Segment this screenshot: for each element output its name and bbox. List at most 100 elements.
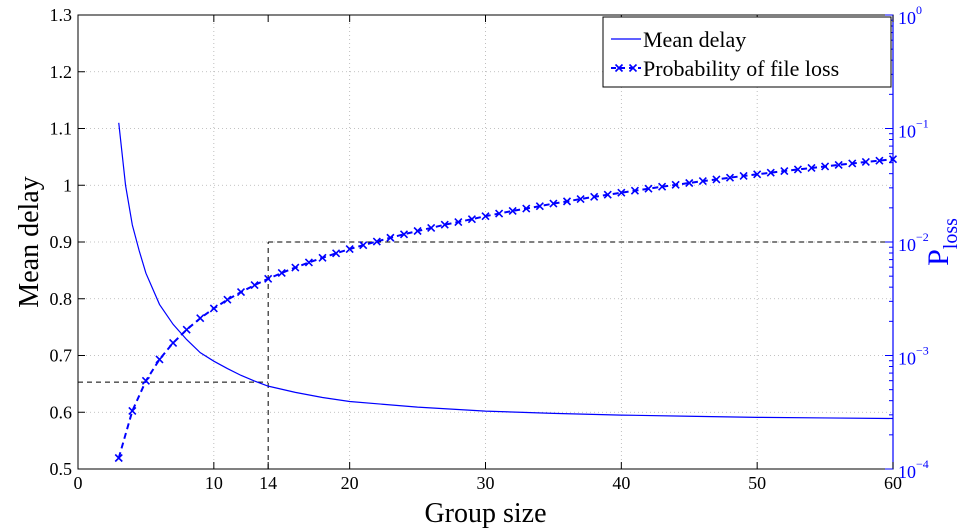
y-right-tick-base: 10	[898, 8, 916, 28]
file-loss-marker	[386, 233, 395, 242]
y-right-tick-label: 10−4	[898, 457, 929, 482]
file-loss-marker	[277, 268, 286, 277]
file-loss-marker	[834, 160, 843, 169]
y-axis-label-right: Ploss	[922, 218, 962, 266]
y-right-tick-exponent: −2	[916, 230, 929, 244]
y-right-tick-base: 10	[898, 235, 916, 255]
y-left-tick-label: 0.6	[50, 402, 73, 422]
file-loss-marker	[671, 180, 680, 189]
file-loss-marker	[793, 165, 802, 174]
file-loss-marker	[318, 253, 327, 262]
y-right-tick-exponent: −4	[916, 457, 929, 471]
file-loss-marker	[725, 173, 735, 182]
file-loss-marker	[440, 220, 449, 229]
y-right-tick-label: 100	[898, 3, 922, 28]
file-loss-marker	[345, 245, 354, 254]
legend-box	[602, 16, 892, 88]
y-right-tick-base: 10	[898, 462, 916, 482]
y-axis-label-right-base: P	[922, 249, 955, 266]
y-right-tick-label: 10−3	[898, 344, 929, 369]
y-left-tick-label: 1.1	[50, 119, 73, 139]
y-axis-label-right-sub: loss	[940, 218, 962, 249]
file-loss-marker	[766, 168, 775, 177]
file-loss-marker	[182, 325, 191, 334]
file-loss-marker	[332, 249, 341, 258]
file-loss-marker	[576, 194, 585, 204]
y-left-tick-label: 0.8	[50, 289, 73, 309]
file-loss-marker	[535, 202, 544, 211]
file-loss-marker	[481, 212, 490, 221]
y-left-tick-label: 0.9	[50, 232, 73, 252]
file-loss-marker	[291, 263, 300, 272]
file-loss-marker	[807, 163, 816, 173]
file-loss-marker	[508, 206, 517, 215]
file-loss-marker	[128, 406, 137, 415]
file-loss-marker	[304, 258, 313, 267]
file-loss-marker	[196, 314, 205, 323]
y-left-tick-label: 0.5	[50, 459, 73, 479]
x-tick-label: 14	[259, 473, 277, 493]
y-right-tick-base: 10	[898, 349, 916, 369]
x-tick-label: 30	[477, 473, 495, 493]
file-loss-marker	[861, 157, 870, 167]
x-tick-label: 40	[612, 473, 630, 493]
legend-label-mean-delay: Mean delay	[643, 27, 746, 52]
file-loss-marker	[264, 274, 273, 283]
file-loss-marker	[617, 188, 626, 197]
y-right-tick-label: 10−2	[898, 230, 929, 255]
file-loss-marker	[780, 166, 789, 176]
series-layer	[114, 122, 898, 463]
file-loss-marker	[562, 197, 572, 206]
y-axis-label-left: Mean delay	[14, 176, 45, 307]
y-right-tick-exponent: −3	[916, 344, 929, 358]
file-loss-marker	[739, 171, 748, 181]
x-tick-label: 0	[74, 473, 83, 493]
file-loss-marker	[359, 241, 368, 250]
y-left-tick-label: 0.7	[50, 346, 73, 366]
file-loss-marker	[644, 184, 653, 193]
x-tick-label: 50	[748, 473, 766, 493]
file-loss-marker	[590, 192, 599, 201]
file-loss-marker	[685, 178, 694, 188]
file-loss-marker	[712, 175, 721, 184]
x-tick-label: 10	[205, 473, 223, 493]
file-loss-marker	[399, 230, 409, 239]
y-right-tick-exponent: −1	[916, 117, 929, 131]
legend-label-file-loss: Probability of file loss	[643, 56, 839, 81]
legend-marker	[628, 63, 638, 73]
file-loss-marker	[467, 215, 476, 224]
file-loss-marker	[549, 199, 558, 208]
file-loss-marker	[875, 156, 884, 165]
series-line-file-loss	[117, 158, 894, 459]
file-loss-marker	[658, 182, 667, 191]
x-axis-label: Group size	[424, 498, 546, 529]
file-loss-marker	[427, 223, 436, 233]
legend: Mean delay Probability of file loss	[602, 16, 892, 88]
legend-markers-file-loss	[614, 63, 638, 73]
file-loss-marker	[209, 304, 218, 313]
file-loss-marker	[522, 204, 531, 213]
file-loss-marker	[454, 217, 463, 227]
file-loss-marker	[848, 159, 857, 168]
file-loss-marker	[630, 186, 639, 195]
series-line-mean-delay	[118, 122, 894, 420]
file-loss-marker	[250, 281, 259, 290]
file-loss-marker	[372, 237, 381, 246]
file-loss-marker	[169, 338, 178, 348]
file-loss-marker	[603, 190, 612, 199]
legend-marker	[614, 63, 624, 73]
file-loss-marker	[413, 226, 422, 236]
y-right-tick-label: 10−1	[898, 117, 929, 142]
file-loss-marker	[236, 288, 246, 297]
y-left-tick-label: 1.2	[50, 62, 73, 82]
file-loss-marker	[698, 177, 707, 186]
file-loss-marker	[141, 376, 150, 385]
x-tick-label: 20	[341, 473, 359, 493]
file-loss-marker	[155, 355, 164, 364]
file-loss-marker	[495, 209, 504, 218]
file-loss-marker	[821, 162, 830, 171]
file-loss-marker	[223, 295, 232, 304]
y-left-tick-label: 1	[63, 175, 72, 195]
x-tick-label: 60	[884, 473, 902, 493]
